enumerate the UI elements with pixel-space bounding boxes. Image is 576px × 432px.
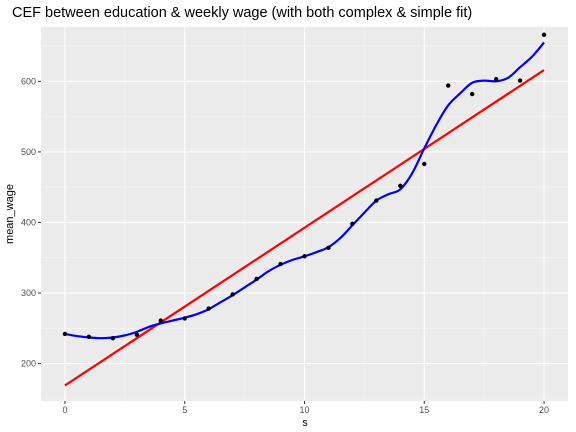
x-tick-label: 10 xyxy=(299,405,309,415)
data-point xyxy=(86,334,92,339)
data-point xyxy=(62,331,68,337)
data-point xyxy=(469,91,475,97)
data-point xyxy=(254,276,259,282)
data-point xyxy=(422,161,427,167)
data-point xyxy=(158,318,163,323)
data-point xyxy=(446,83,451,88)
x-axis-title: s xyxy=(302,417,308,429)
y-axis-title: mean_wage xyxy=(4,184,16,244)
y-tick-label: 500 xyxy=(21,147,36,157)
chart-title: CEF between education & weekly wage (wit… xyxy=(12,5,472,21)
linear-fit-line xyxy=(64,69,545,387)
x-tick-label: 20 xyxy=(539,405,549,415)
x-tick-label: 15 xyxy=(419,405,429,415)
data-point xyxy=(230,292,235,297)
x-tick-label: 0 xyxy=(62,405,67,415)
data-point xyxy=(541,32,547,37)
y-axis: 200 300 400 500 600 xyxy=(21,76,41,369)
data-point xyxy=(493,77,499,82)
data-point xyxy=(110,335,116,341)
x-tick-label: 5 xyxy=(182,405,187,415)
data-point xyxy=(350,221,355,227)
data-point xyxy=(374,198,379,203)
data-point xyxy=(206,306,211,311)
data-point xyxy=(398,183,403,188)
y-tick-label: 200 xyxy=(21,359,36,369)
data-point xyxy=(182,316,187,321)
x-axis: 0 5 10 15 20 xyxy=(62,401,549,415)
data-point xyxy=(517,78,523,83)
data-point xyxy=(134,332,140,337)
linear-fit-series xyxy=(64,69,545,387)
y-tick-label: 400 xyxy=(21,217,36,227)
y-tick-label: 600 xyxy=(21,76,36,86)
data-point xyxy=(278,261,283,267)
data-points xyxy=(62,32,547,341)
y-tick-label: 300 xyxy=(21,288,36,298)
data-point xyxy=(326,245,331,251)
data-point xyxy=(302,254,307,259)
